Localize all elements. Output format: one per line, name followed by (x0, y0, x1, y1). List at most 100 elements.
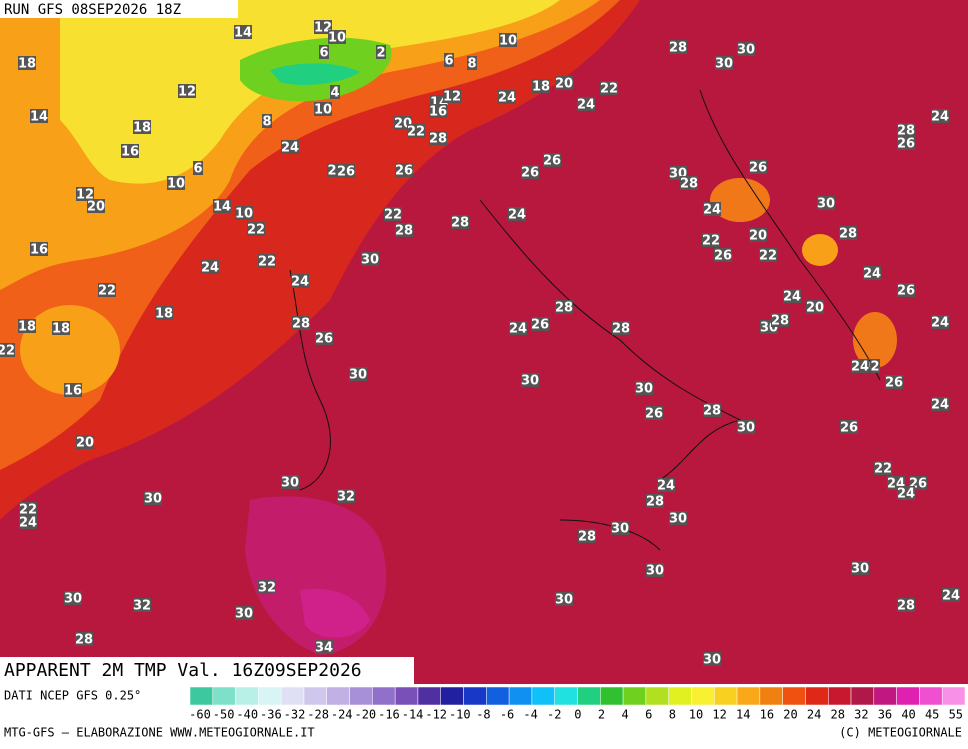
contour-label: 28 (771, 314, 789, 329)
label-box (292, 316, 310, 330)
contour-label: 20 (76, 436, 94, 451)
label-box (258, 254, 276, 268)
credit: MTG-GFS — ELABORAZIONE WWW.METEOGIORNALE… (4, 726, 315, 740)
label-box (235, 206, 253, 220)
run-info: RUN GFS 08SEP2026 18Z (4, 2, 181, 18)
contour-label: 18 (532, 80, 550, 95)
contour-label: 18 (52, 322, 70, 337)
label-box (349, 367, 367, 381)
contour-label: 24 (931, 316, 949, 331)
contour-label: 22 (407, 125, 425, 140)
colorbar-swatch (714, 686, 738, 706)
colorbar-swatch (508, 686, 533, 706)
label-box (521, 373, 539, 387)
contour-label: 24 (657, 479, 675, 494)
label-box (291, 274, 309, 288)
colorbar-label: -14 (402, 708, 424, 722)
colorbar-swatch (759, 686, 783, 706)
colorbar-swatch (805, 686, 829, 706)
colorbar-swatch (827, 686, 852, 706)
map-title: APPARENT 2M TMP Val. 16Z09SEP2026 (4, 660, 362, 681)
colorbar-label: -28 (307, 708, 329, 722)
label-box (635, 381, 653, 395)
label-box (429, 131, 447, 145)
contour-label: 24 (19, 516, 37, 531)
contour-label: 30 (144, 492, 162, 507)
contour-label: 22 (247, 223, 265, 238)
label-box (555, 592, 573, 606)
contour-label: 28 (292, 317, 310, 332)
label-box (281, 475, 299, 489)
contour-label: 12 (178, 85, 196, 100)
colorbar-label: -6 (500, 708, 514, 722)
label-box (30, 109, 48, 123)
contour-label: 30 (817, 197, 835, 212)
contour-label: 26 (543, 154, 561, 169)
label-box (532, 79, 550, 93)
colorbar-label: -32 (284, 708, 306, 722)
label-box (258, 580, 276, 594)
label-box (451, 215, 469, 229)
contour-label: 28 (680, 177, 698, 192)
label-box (531, 317, 549, 331)
contour-label: 12 (443, 90, 461, 105)
contour-label: 6 (193, 162, 202, 177)
colorbar-label: -36 (260, 708, 282, 722)
contour-label: 20 (749, 229, 767, 244)
copyright: (C) METEOGIORNALE (839, 726, 962, 740)
colorbar-swatch (531, 686, 555, 706)
contour-label: 24 (703, 203, 721, 218)
colorbar-label: 12 (712, 708, 726, 722)
label-box (600, 81, 618, 95)
label-box (167, 176, 185, 190)
header-box (0, 0, 238, 18)
colorbar-label: 20 (783, 708, 797, 722)
label-box (395, 223, 413, 237)
contour-label: 12 (76, 188, 94, 203)
contour-label: 34 (315, 641, 333, 656)
colorbar-swatch (782, 686, 806, 706)
contour-label: 30 (635, 382, 653, 397)
contour-label: 14 (234, 26, 252, 41)
label-box (897, 283, 915, 297)
contour-label: 24 (508, 208, 526, 223)
colorbar-label: 14 (736, 708, 750, 722)
contour-label: 30 (737, 421, 755, 436)
contour-label: 30 (64, 592, 82, 607)
contour-label: 30 (361, 253, 379, 268)
label-box (64, 383, 82, 397)
contour-label: 30 (669, 512, 687, 527)
contour-label: 26 (714, 249, 732, 264)
label-box (330, 85, 340, 99)
map-field (0, 0, 968, 684)
contour-label: 28 (555, 301, 573, 316)
contour-label: 16 (30, 243, 48, 258)
colorbar-label: -12 (425, 708, 447, 722)
contour-label: 24 (931, 110, 949, 125)
contour-label: 22 (874, 462, 892, 477)
label-box (328, 30, 346, 44)
label-box (703, 202, 721, 216)
contour-label: 24 (851, 360, 869, 375)
label-box (361, 252, 379, 266)
label-box (508, 207, 526, 221)
label-box (429, 104, 447, 118)
label-box (98, 283, 116, 297)
label-box (897, 598, 915, 612)
contour-label: 28 (75, 633, 93, 648)
contour-label: 6 (319, 46, 328, 61)
colorbar-swatch (303, 686, 328, 706)
label-box (384, 207, 402, 221)
label-box (715, 56, 733, 70)
label-box (337, 164, 355, 178)
label-box (771, 313, 789, 327)
contour-label: 26 (897, 137, 915, 152)
label-box (407, 124, 425, 138)
colorbar-label: 40 (901, 708, 915, 722)
label-box (897, 136, 915, 150)
contour-label: 4 (330, 86, 339, 101)
label-box (863, 266, 881, 280)
colorbar-swatch (417, 686, 441, 706)
label-box (201, 260, 219, 274)
label-box (18, 319, 36, 333)
